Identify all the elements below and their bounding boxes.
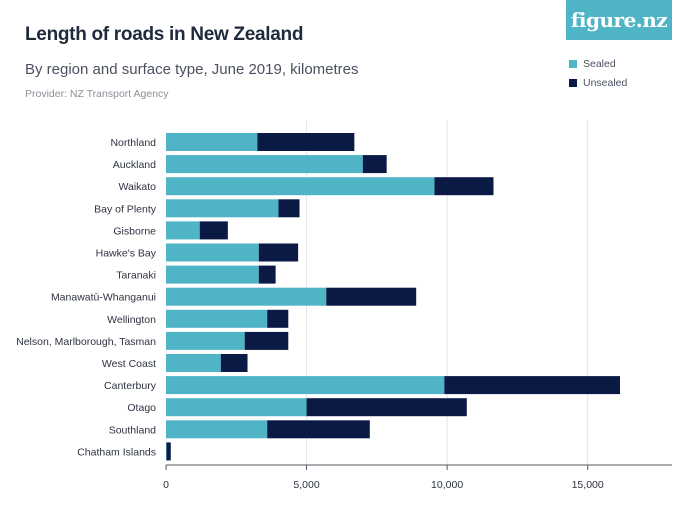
bar-unsealed-7 [326,287,417,306]
bar-unsealed-4 [199,221,228,240]
bar-sealed-0 [166,133,258,151]
bar-unsealed-14 [166,442,171,461]
legend-swatch-sealed [569,59,577,68]
bar-sealed-2 [166,177,435,196]
bar-sealed-4 [166,221,200,240]
bar-unsealed-6 [258,265,276,284]
legend: Sealed Unsealed [569,54,627,92]
bar-sealed-11 [166,376,445,395]
category-label-0: Northland [110,137,156,149]
bar-unsealed-10 [220,354,248,372]
legend-label-sealed: Sealed [583,57,616,70]
chart-title: Length of roads in New Zealand [25,24,304,45]
bar-unsealed-8 [267,309,289,328]
legend-item-sealed: Sealed [569,54,627,73]
category-label-12: Otago [127,402,156,414]
category-label-3: Bay of Plenty [94,203,157,215]
category-label-9: Nelson, Marlborough, Tasman [16,336,156,348]
category-label-4: Gisborne [113,225,156,237]
x-tick-label-3: 15,000 [572,479,604,491]
category-label-6: Taranaki [116,270,156,282]
category-label-13: Southland [109,424,156,436]
bar-unsealed-13 [267,420,370,439]
bar-sealed-1 [166,155,363,174]
category-label-5: Hawke's Bay [96,248,157,260]
data-provider: Provider: NZ Transport Agency [25,88,169,100]
bar-unsealed-3 [278,199,300,218]
legend-swatch-unsealed [569,78,577,87]
bar-sealed-8 [166,309,268,328]
legend-item-unsealed: Unsealed [569,73,627,92]
category-label-14: Chatham Islands [77,446,156,458]
bar-sealed-3 [166,199,279,218]
category-label-7: Manawatū-Whanganui [51,292,156,304]
bar-unsealed-1 [362,155,387,174]
bar-unsealed-5 [258,243,299,262]
category-label-8: Wellington [107,314,156,326]
bar-unsealed-11 [444,376,620,395]
bar-sealed-5 [166,243,259,262]
bar-unsealed-2 [434,177,494,196]
category-label-1: Auckland [113,159,156,171]
x-tick-label-2: 10,000 [431,479,463,491]
category-label-2: Waikato [118,181,156,193]
chart-subtitle: By region and surface type, June 2019, k… [25,61,359,78]
bar-sealed-10 [166,354,221,372]
bar-unsealed-0 [257,133,355,151]
figure-nz-logo[interactable]: figure.nz [566,0,672,40]
bar-sealed-12 [166,398,307,417]
bar-sealed-13 [166,420,268,439]
category-label-11: Canterbury [104,380,157,392]
bar-sealed-14 [166,442,167,461]
bar-unsealed-9 [244,331,289,350]
bar-sealed-7 [166,287,327,306]
bar-unsealed-12 [306,398,467,417]
x-tick-label-0: 0 [163,479,169,491]
x-tick-label-1: 5,000 [293,479,319,491]
bar-sealed-6 [166,265,259,284]
category-label-10: West Coast [102,358,156,370]
legend-label-unsealed: Unsealed [583,76,628,89]
bar-sealed-9 [166,331,245,350]
